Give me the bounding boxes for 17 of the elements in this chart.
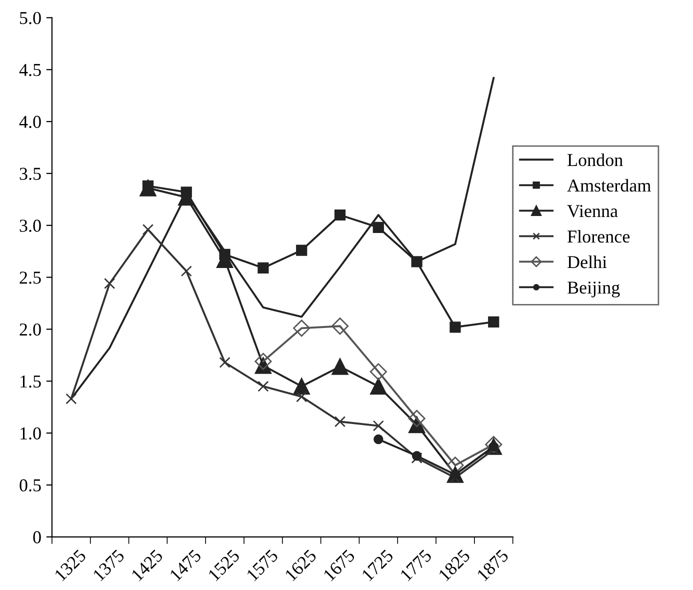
y-tick-label: 2.0 xyxy=(20,323,41,336)
y-tick-label: 3.5 xyxy=(20,168,41,180)
y-tick-label: 2.5 xyxy=(20,272,41,284)
y-tick-label: 0 xyxy=(33,531,41,544)
y-tick-label: 0.5 xyxy=(20,479,41,492)
y-tick-label: 3.0 xyxy=(20,220,41,232)
legend-label: Delhi xyxy=(568,255,607,268)
y-tick-label: 1.5 xyxy=(20,375,41,388)
legend-label: Amsterdam xyxy=(567,178,651,192)
legend-label: Vienna xyxy=(567,205,618,218)
legend-label: London xyxy=(568,153,623,166)
y-tick-label: 5.0 xyxy=(20,12,41,24)
y-tick-label: 1.0 xyxy=(20,427,41,440)
y-tick-label: 4.0 xyxy=(19,116,41,128)
legend-label: Florence xyxy=(568,230,630,243)
y-tick-label: 4.5 xyxy=(19,64,41,76)
legend-label: Beijing xyxy=(568,282,620,298)
